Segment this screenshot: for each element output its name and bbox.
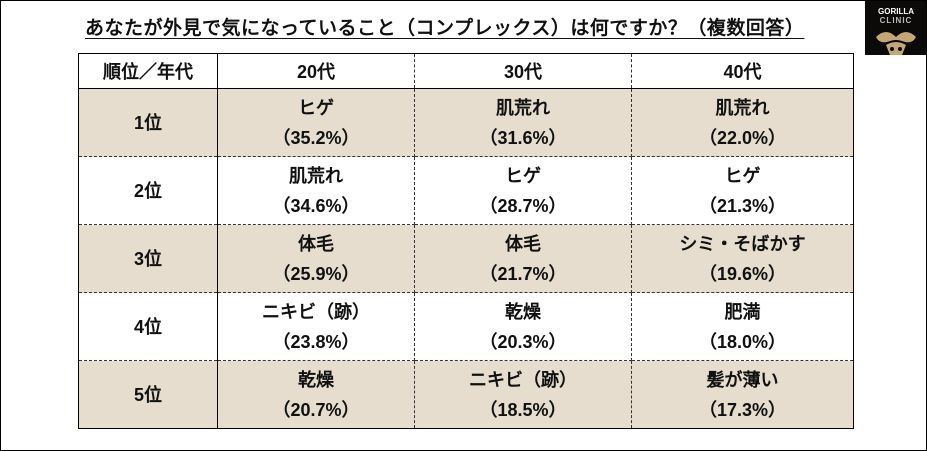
answer-item: 肌荒れ (496, 97, 550, 118)
answer-item: 乾燥 (298, 369, 334, 390)
header-30s: 30代 (414, 53, 632, 89)
header-20s: 20代 (217, 53, 415, 89)
answer-item: 体毛 (505, 233, 541, 254)
answer-item: 髪が薄い (706, 369, 779, 390)
answer-percent: （19.6%） (698, 263, 787, 284)
answer-cell: シミ・そばかす （19.6%） (631, 224, 854, 293)
logo-line2: CLINIC (879, 16, 913, 25)
answer-item: ニキビ（跡） (469, 369, 577, 390)
answer-cell: ニキビ（跡） （18.5%） (414, 360, 632, 429)
answer-item: ニキビ（跡） (262, 301, 370, 322)
answer-percent: （18.0%） (698, 331, 787, 352)
answer-cell: 肌荒れ （34.6%） (217, 156, 415, 225)
answer-percent: （23.8%） (272, 331, 360, 352)
answer-cell: 体毛 （25.9%） (217, 224, 415, 293)
table-row: 3位 体毛 （25.9%） 体毛 （21.7%） シミ・そばかす （19.6%） (78, 224, 854, 293)
answer-cell: 肌荒れ （31.6%） (414, 88, 632, 157)
answer-percent: （21.7%） (479, 263, 567, 284)
answer-percent: （35.2%） (272, 127, 360, 148)
gorilla-clinic-logo: GORILLA CLINIC (865, 1, 926, 55)
answer-cell: ヒゲ （21.3%） (631, 156, 854, 225)
answer-percent: （18.5%） (479, 399, 567, 420)
rank-cell: 4位 (78, 292, 218, 361)
rank-cell: 3位 (78, 224, 218, 293)
answer-cell: 乾燥 （20.3%） (414, 292, 632, 361)
answer-cell: ヒゲ （35.2%） (217, 88, 415, 157)
answer-percent: （21.3%） (698, 195, 787, 216)
table-row: 5位 乾燥 （20.7%） ニキビ（跡） （18.5%） 髪が薄い （17.3%） (78, 360, 854, 429)
answer-percent: （31.6%） (479, 127, 567, 148)
answer-cell: ニキビ（跡） （23.8%） (217, 292, 415, 361)
header-rank-age: 順位／年代 (78, 53, 218, 89)
answer-cell: 肥満 （18.0%） (631, 292, 854, 361)
rank-cell: 2位 (78, 156, 218, 225)
answer-percent: （25.9%） (272, 263, 360, 284)
answer-percent: （34.6%） (272, 195, 360, 216)
answer-cell: 肌荒れ （22.0%） (631, 88, 854, 157)
rank-cell: 1位 (78, 88, 218, 157)
table-header-row: 順位／年代 20代 30代 40代 (78, 53, 854, 89)
answer-cell: ヒゲ （28.7%） (414, 156, 632, 225)
answer-item: 乾燥 (505, 301, 541, 322)
answer-percent: （20.3%） (479, 331, 567, 352)
answer-item: 肌荒れ (289, 165, 343, 186)
rank-cell: 5位 (78, 360, 218, 429)
answer-item: ヒゲ (298, 97, 334, 118)
answer-item: 体毛 (298, 233, 334, 254)
answer-cell: 乾燥 （20.7%） (217, 360, 415, 429)
table-row: 2位 肌荒れ （34.6%） ヒゲ （28.7%） ヒゲ （21.3%） (78, 156, 854, 225)
answer-item: 肌荒れ (715, 97, 770, 118)
logo-line1: GORILLA (878, 7, 914, 16)
answer-item: シミ・そばかす (679, 233, 806, 254)
ranking-table: 順位／年代 20代 30代 40代 1位 ヒゲ （35.2%） 肌荒れ （31.6%）肌… (78, 53, 854, 429)
table-row: 4位 ニキビ（跡） （23.8%） 乾燥 （20.3%） 肥満 （18.0%） (78, 292, 854, 361)
answer-percent: （28.7%） (479, 195, 567, 216)
answer-item: 肥満 (724, 301, 761, 322)
page-title: あなたが外見で気になっていること（コンプレックス）は何ですか？（複数回答） (85, 18, 805, 39)
answer-item: ヒゲ (505, 165, 541, 186)
answer-item: ヒゲ (724, 165, 761, 186)
answer-percent: （22.0%） (698, 127, 787, 148)
answer-cell: 髪が薄い （17.3%） (631, 360, 854, 429)
header-40s: 40代 (631, 53, 854, 89)
gorilla-face-icon (876, 32, 916, 55)
table-row: 1位 ヒゲ （35.2%） 肌荒れ （31.6%） 肌荒れ （22.0%） (78, 88, 854, 157)
answer-percent: （20.7%） (272, 399, 360, 420)
answer-cell: 体毛 （21.7%） (414, 224, 632, 293)
answer-percent: （17.3%） (698, 399, 787, 420)
